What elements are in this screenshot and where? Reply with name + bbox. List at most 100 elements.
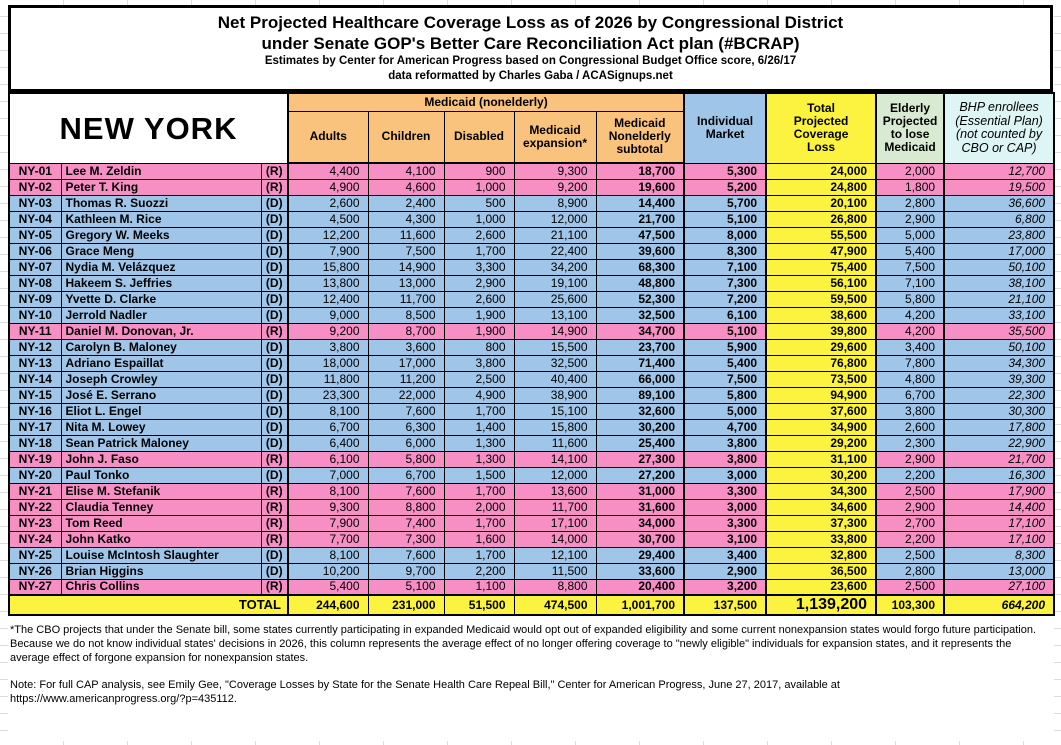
individual-cell[interactable]: 5,000 [683,402,767,420]
individual-cell[interactable]: 3,300 [683,482,767,500]
individual-cell[interactable]: 8,300 [683,242,767,260]
expansion-cell[interactable]: 14,900 [513,322,597,340]
district-cell[interactable]: NY-19 [8,450,62,468]
subtotal-header-cell[interactable]: Medicaid Nonelderly subtotal [595,110,685,164]
individual-cell[interactable]: 5,900 [683,338,767,356]
party-cell[interactable]: (D) [260,402,289,420]
name-cell[interactable]: John J. Faso [60,450,262,468]
subtotal-cell[interactable]: 71,400 [595,354,685,372]
elderly-cell[interactable]: 2,500 [875,482,945,500]
name-cell[interactable]: Elise M. Stefanik [60,482,262,500]
adults-cell[interactable]: 6,700 [287,418,369,436]
district-cell[interactable]: NY-12 [8,338,62,356]
individual-cell[interactable]: 8,000 [683,226,767,244]
disabled-cell[interactable]: 2,600 [443,290,515,308]
children-cell[interactable]: 7,500 [367,242,445,260]
adults-cell[interactable]: 12,200 [287,226,369,244]
adults-cell[interactable]: 8,100 [287,402,369,420]
total-cell[interactable]: 55,500 [765,226,878,244]
disabled-cell[interactable]: 1,700 [443,482,515,500]
disabled-cell[interactable]: 1,700 [443,546,515,564]
disabled-cell[interactable]: 900 [443,162,515,180]
name-cell[interactable]: Peter T. King [60,178,262,196]
bhp-cell[interactable]: 12,700 [943,162,1055,180]
disabled-cell[interactable]: 1,900 [443,306,515,324]
district-cell[interactable]: NY-16 [8,402,62,420]
individual-cell[interactable]: 3,800 [683,450,767,468]
expansion-cell[interactable]: 38,900 [513,386,597,404]
disabled-cell[interactable]: 1,600 [443,530,515,548]
adults-cell[interactable]: 7,900 [287,242,369,260]
adults-cell[interactable]: 3,800 [287,338,369,356]
name-cell[interactable]: Paul Tonko [60,466,262,484]
subtotal-cell[interactable]: 48,800 [595,274,685,292]
subtotal-cell[interactable]: 20,400 [595,578,685,596]
children-cell[interactable]: 7,600 [367,546,445,564]
disabled-cell[interactable]: 2,600 [443,226,515,244]
district-cell[interactable]: NY-10 [8,306,62,324]
party-cell[interactable]: (R) [260,514,289,532]
children-cell[interactable]: 11,200 [367,370,445,388]
children-cell[interactable]: 6,000 [367,434,445,452]
disabled-cell[interactable]: 1,700 [443,242,515,260]
children-cell[interactable]: 4,300 [367,210,445,228]
adults-cell[interactable]: 7,900 [287,514,369,532]
total-expansion-cell[interactable]: 474,500 [513,594,597,616]
bhp-cell[interactable]: 6,800 [943,210,1055,228]
subtotal-cell[interactable]: 32,500 [595,306,685,324]
elderly-cell[interactable]: 2,300 [875,434,945,452]
bhp-cell[interactable]: 27,100 [943,578,1055,596]
individual-cell[interactable]: 3,100 [683,530,767,548]
total-cell[interactable]: 33,800 [765,530,878,548]
bhp-cell[interactable]: 17,100 [943,514,1055,532]
subtotal-cell[interactable]: 25,400 [595,434,685,452]
expansion-cell[interactable]: 13,600 [513,482,597,500]
elderly-cell[interactable]: 2,000 [875,162,945,180]
total-cell[interactable]: 29,200 [765,434,878,452]
adults-cell[interactable]: 8,100 [287,546,369,564]
bhp-cell[interactable]: 35,500 [943,322,1055,340]
bhp-cell[interactable]: 14,400 [943,498,1055,516]
disabled-cell[interactable]: 1,000 [443,210,515,228]
expansion-cell[interactable]: 12,000 [513,210,597,228]
subtotal-cell[interactable]: 27,200 [595,466,685,484]
disabled-cell[interactable]: 3,800 [443,354,515,372]
expansion-cell[interactable]: 9,300 [513,162,597,180]
total-cell[interactable]: 37,300 [765,514,878,532]
disabled-cell[interactable]: 2,500 [443,370,515,388]
total-cell[interactable]: 23,600 [765,578,878,596]
subtotal-cell[interactable]: 33,600 [595,562,685,580]
adults-cell[interactable]: 18,000 [287,354,369,372]
disabled-cell[interactable]: 1,500 [443,466,515,484]
name-cell[interactable]: Chris Collins [60,578,262,596]
elderly-cell[interactable]: 7,500 [875,258,945,276]
expansion-cell[interactable]: 11,700 [513,498,597,516]
individual-cell[interactable]: 5,800 [683,386,767,404]
total-cell[interactable]: 38,600 [765,306,878,324]
elderly-cell[interactable]: 4,800 [875,370,945,388]
bhp-cell[interactable]: 19,500 [943,178,1055,196]
expansion-cell[interactable]: 9,200 [513,178,597,196]
name-cell[interactable]: Sean Patrick Maloney [60,434,262,452]
elderly-cell[interactable]: 2,900 [875,498,945,516]
children-cell[interactable]: 8,500 [367,306,445,324]
party-cell[interactable]: (D) [260,210,289,228]
district-cell[interactable]: NY-11 [8,322,62,340]
district-cell[interactable]: NY-15 [8,386,62,404]
total-cell[interactable]: 94,900 [765,386,878,404]
expansion-cell[interactable]: 34,200 [513,258,597,276]
bhp-cell[interactable]: 39,300 [943,370,1055,388]
state-label-cell[interactable]: NEW YORK [8,92,289,164]
elderly-cell[interactable]: 1,800 [875,178,945,196]
individual-cell[interactable]: 5,400 [683,354,767,372]
expansion-cell[interactable]: 14,100 [513,450,597,468]
individual-cell[interactable]: 6,100 [683,306,767,324]
individual-cell[interactable]: 3,200 [683,578,767,596]
adults-cell[interactable]: 7,700 [287,530,369,548]
adults-cell[interactable]: 15,800 [287,258,369,276]
disabled-cell[interactable]: 3,300 [443,258,515,276]
bhp-cell[interactable]: 36,600 [943,194,1055,212]
party-cell[interactable]: (D) [260,274,289,292]
name-cell[interactable]: Hakeem S. Jeffries [60,274,262,292]
disabled-cell[interactable]: 2,200 [443,562,515,580]
